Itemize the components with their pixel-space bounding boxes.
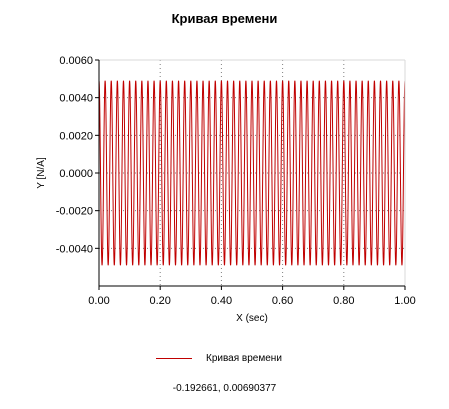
x-tick-label: 0.20 [149, 295, 170, 307]
legend-label: Кривая времени [206, 352, 282, 364]
series-line-0 [98, 80, 406, 266]
y-tick-label: 0.0040 [59, 93, 93, 105]
x-tick-label: 1.00 [394, 295, 415, 307]
x-axis-label: X (sec) [236, 313, 268, 324]
x-tick-label: 0.40 [211, 295, 232, 307]
y-axis-label: Y [N/A] [36, 157, 47, 189]
y-tick-label: 0.0060 [59, 55, 93, 67]
legend: Кривая времени [156, 351, 282, 365]
grid-layer [99, 60, 405, 286]
y-tick-label: 0.0020 [59, 130, 93, 142]
y-tick-label: 0.0000 [59, 168, 93, 180]
coordinate-readout: -0.192661, 0.00690377 [172, 383, 277, 394]
y-tick-label: -0.0040 [56, 243, 93, 255]
x-tick-label: 0.60 [272, 295, 293, 307]
series-layer [98, 80, 406, 266]
x-tick-label: 0.00 [88, 295, 109, 307]
y-tick-label: -0.0020 [56, 206, 93, 218]
tick-layer: 0.00 0.20 0.40 0.60 0.80 1.00 0.0060 0.0040 0.00… [56, 55, 416, 307]
x-tick-label: 0.80 [333, 295, 354, 307]
legend-swatch [156, 357, 192, 359]
chart-title: Кривая времени [171, 11, 278, 26]
